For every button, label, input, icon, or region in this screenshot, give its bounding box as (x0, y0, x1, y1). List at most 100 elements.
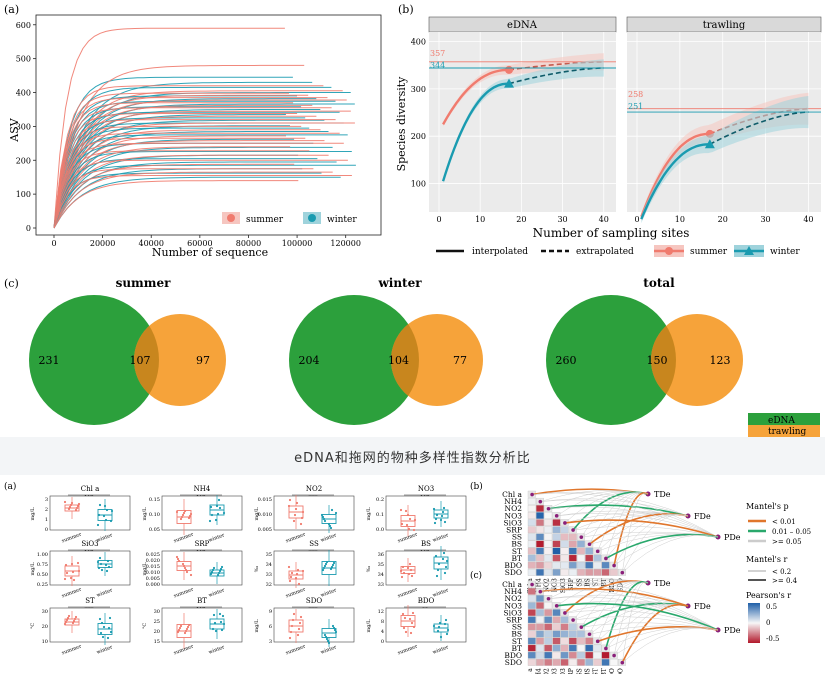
box-frame (49, 495, 131, 531)
box-x-label: summer (285, 532, 307, 545)
observed-point-eDNA-winter (504, 78, 515, 88)
box-y-label: mg/L (30, 507, 36, 521)
box-tick-label: 0.000 (146, 582, 160, 588)
box-point-winter (323, 633, 327, 637)
venn-circle-edna (546, 295, 676, 425)
box-point-winter (434, 554, 438, 558)
box-point-summer (287, 565, 291, 569)
asv-curve-summer (53, 122, 355, 229)
heatmap-col-label: NO3 (552, 578, 559, 592)
heatmap-row-label: ST (512, 637, 522, 646)
interp-line-eDNA-summer (442, 68, 509, 125)
box-frame (385, 607, 467, 643)
mantel-link (622, 581, 649, 663)
box-point-winter (325, 637, 329, 641)
box-point-winter (100, 621, 104, 625)
heatmap-cell (585, 658, 594, 666)
mantel-heatmap-panel: (b) (c) Chl aChl aNH4NH4NO2NO2NO3NO3SiO3… (470, 481, 811, 674)
ref-label-edna-summer: 357 (430, 49, 445, 58)
box-point-winter (219, 620, 223, 624)
venn-circle-trawling (134, 314, 226, 406)
heatmap-cell (560, 651, 569, 659)
box-point-summer (76, 561, 80, 565)
asv-curve-summer (53, 110, 351, 229)
heatmap-cell (527, 587, 536, 595)
mantel-source-dot (595, 549, 600, 554)
box-point-summer (401, 612, 405, 616)
box-point-winter (216, 512, 220, 516)
mantel-link (621, 604, 689, 664)
box-tick-label: 25 (154, 619, 160, 625)
heatmap-cell (585, 554, 594, 562)
legend-extrapolated-label: extrapolated (576, 247, 634, 257)
box-point-summer (399, 569, 403, 573)
asv-y-tick-label: 600 (16, 21, 31, 30)
heatmap-row-label: Chl a (502, 490, 522, 499)
facet-title-trawling: trawling (703, 20, 746, 31)
box-tick-label: 8 (381, 619, 384, 625)
mantel-link (540, 499, 719, 538)
box-point-winter (98, 503, 102, 507)
mantel-source-dot (530, 492, 534, 497)
box-point-winter (433, 521, 437, 525)
heatmap-cell (544, 644, 553, 652)
box-point-summer (77, 569, 81, 573)
box-point-summer (189, 573, 193, 577)
heatmap-cell (609, 658, 618, 666)
box-point-winter (218, 506, 222, 510)
asv-curve-summer (53, 85, 324, 229)
box-facet-title: BDO (418, 597, 435, 605)
box-point-winter (218, 612, 222, 616)
box-point-summer (290, 624, 294, 628)
heatmap-cell (544, 540, 553, 548)
mantel-source-dot (620, 660, 625, 665)
ci-band-eDNA-winter (443, 59, 604, 184)
extrap-line-eDNA-winter (508, 67, 604, 85)
heatmap-cell (527, 540, 536, 548)
box-point-summer (72, 578, 76, 582)
box-point-winter (209, 572, 213, 576)
heatmap-cell (560, 616, 569, 624)
mantel-target-label: FDe (694, 602, 711, 611)
heatmap-row-label: SRP (506, 616, 522, 625)
box-point-winter (445, 559, 449, 563)
box-point-winter (332, 561, 336, 565)
box-point-summer (69, 576, 73, 580)
box-tick-label: 20 (42, 624, 48, 630)
box-point-summer (301, 569, 305, 573)
box-point-winter (323, 519, 327, 523)
box-point-winter (219, 567, 223, 571)
heatmap-cell (536, 533, 544, 541)
box-tick-label: 0.020 (146, 558, 160, 564)
mantel-link (564, 519, 719, 538)
heatmap-cell (552, 519, 561, 527)
box-tick-label: 32 (266, 582, 272, 588)
box-x-label: winter (96, 532, 114, 543)
asv-curve-summer (53, 159, 348, 229)
box-tick-label: 34 (378, 572, 384, 578)
asv-x-ticks: 0 20000 40000 60000 80000 100000 120000 (51, 235, 361, 248)
heatmap-cell (536, 623, 544, 631)
box-point-summer (179, 517, 183, 521)
heatmap-cell (544, 512, 553, 519)
mantel-target-label: TDe (654, 579, 671, 588)
box-x-label: winter (208, 587, 226, 598)
box-point-summer (184, 568, 188, 572)
mantel-link (564, 610, 719, 631)
box-x-label: winter (208, 532, 226, 543)
box-point-summer (182, 564, 186, 568)
heatmap-cell (560, 658, 569, 666)
interp-line-trawling-winter (640, 143, 710, 220)
venn-trawling-only: 77 (453, 354, 467, 367)
heatmap-cell (544, 616, 553, 624)
box-tick-label: 35 (378, 562, 384, 568)
box-point-summer (181, 513, 185, 517)
box-point-summer (185, 627, 189, 631)
heatmap-cell (609, 568, 618, 576)
heatmap-cell (544, 533, 553, 541)
heatmap-cell (568, 540, 577, 548)
heatmap-cell (552, 623, 561, 631)
heatmap-cell (577, 630, 585, 638)
box-point-winter (330, 565, 334, 569)
asv-y-tick-label: 100 (16, 190, 31, 199)
